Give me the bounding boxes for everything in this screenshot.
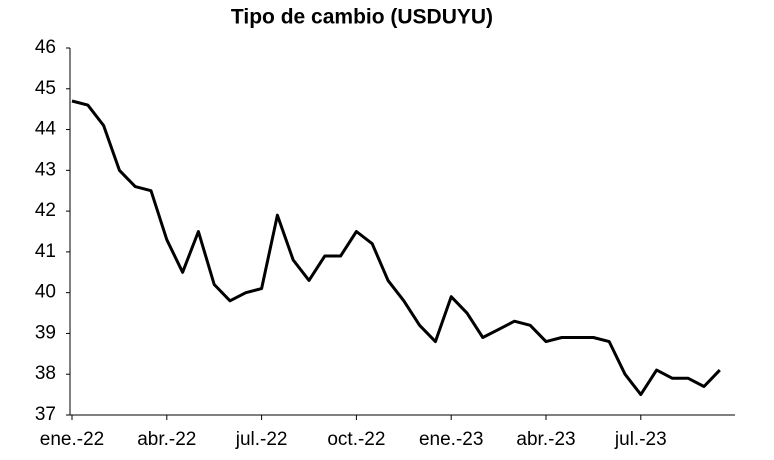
x-tick-label: jul.-22 xyxy=(235,429,288,450)
y-tick-label: 42 xyxy=(35,200,56,221)
y-tick-label: 43 xyxy=(35,159,56,180)
series-line xyxy=(71,99,721,397)
x-tick-label: ene.-22 xyxy=(40,429,104,450)
y-tick-label: 41 xyxy=(35,241,56,262)
x-tick-label: oct.-22 xyxy=(327,429,385,450)
y-tick-label: 38 xyxy=(35,363,56,384)
y-tick-label: 44 xyxy=(35,119,57,140)
x-tick-label: jul.-23 xyxy=(614,429,667,450)
chart-title: Tipo de cambio (USDUYU) xyxy=(231,6,493,29)
y-tick-label: 39 xyxy=(35,322,56,343)
y-tick-label: 40 xyxy=(35,282,56,303)
x-tick-label: abr.-22 xyxy=(137,429,196,450)
x-tick-label: abr.-23 xyxy=(516,429,575,450)
x-tick-label: ene.-23 xyxy=(419,429,483,450)
y-tick-label: 45 xyxy=(35,78,56,99)
y-tick-label: 46 xyxy=(35,37,56,58)
y-tick-label: 37 xyxy=(35,404,56,425)
